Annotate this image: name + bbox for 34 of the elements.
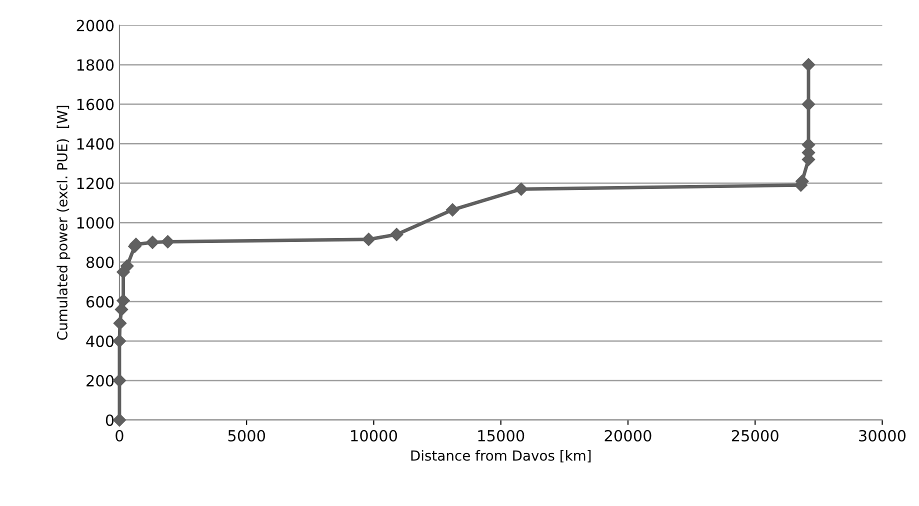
x-tick-label: 5000 <box>228 430 266 442</box>
x-tick-label: 30000 <box>859 430 906 442</box>
point <box>514 182 528 196</box>
point <box>146 236 160 249</box>
point <box>390 228 404 242</box>
point <box>120 259 134 273</box>
y-tick-label: 400 <box>86 336 114 348</box>
point <box>112 334 126 348</box>
point <box>446 203 460 216</box>
y-tick-label: 1800 <box>77 59 114 71</box>
y-tick-label: 1200 <box>77 178 114 190</box>
point <box>161 235 174 248</box>
point <box>362 232 376 246</box>
x-tick-label: 0 <box>116 430 124 442</box>
y-tick-label: 2000 <box>76 20 114 32</box>
point <box>116 294 130 308</box>
x-tick-label: 10000 <box>351 430 398 442</box>
y-axis-title: Cumulated power (excl. PUE) [W] <box>56 106 70 340</box>
y-tick-label: 1400 <box>77 138 114 150</box>
y-tick-label: 200 <box>86 374 114 387</box>
point <box>112 374 126 388</box>
y-tick-label: 1600 <box>77 98 114 110</box>
y-tick-label: 600 <box>86 296 114 308</box>
y-tick-label: 800 <box>86 256 114 268</box>
x-tick-label: 20000 <box>604 430 652 442</box>
y-tick-label: 0 <box>106 414 114 426</box>
x-axis-title: Distance from Davos [km] <box>411 450 591 462</box>
x-tick-label: 25000 <box>732 430 778 442</box>
x-tick-label: 15000 <box>478 430 524 442</box>
point <box>802 58 816 72</box>
y-tick-label: 1000 <box>77 217 114 229</box>
point <box>113 316 127 330</box>
point <box>112 413 126 427</box>
point <box>802 98 816 111</box>
